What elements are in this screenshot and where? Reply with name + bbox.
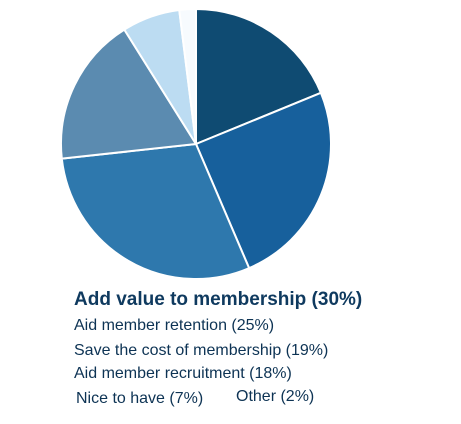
pie-slices bbox=[60, 7, 332, 280]
pie-slice-recruitment bbox=[60, 28, 198, 160]
pie-slice-add-value bbox=[60, 142, 251, 280]
pie-slice-other bbox=[178, 7, 197, 145]
legend-label-recruitment: Aid member recruitment (18%) bbox=[74, 365, 292, 382]
pie-slice-save-cost bbox=[195, 7, 323, 146]
legend-label-save-cost: Save the cost of membership (19%) bbox=[74, 342, 329, 359]
legend-label-other: Other (2%) bbox=[236, 388, 315, 405]
legend-label-nice-to-have: Nice to have (7%) bbox=[76, 390, 204, 407]
pie-slice-retention bbox=[194, 91, 332, 270]
pie-chart bbox=[60, 7, 332, 280]
legend-label-add-value: Add value to membership (30%) bbox=[74, 289, 363, 310]
legend-label-retention: Aid member retention (25%) bbox=[74, 317, 275, 334]
